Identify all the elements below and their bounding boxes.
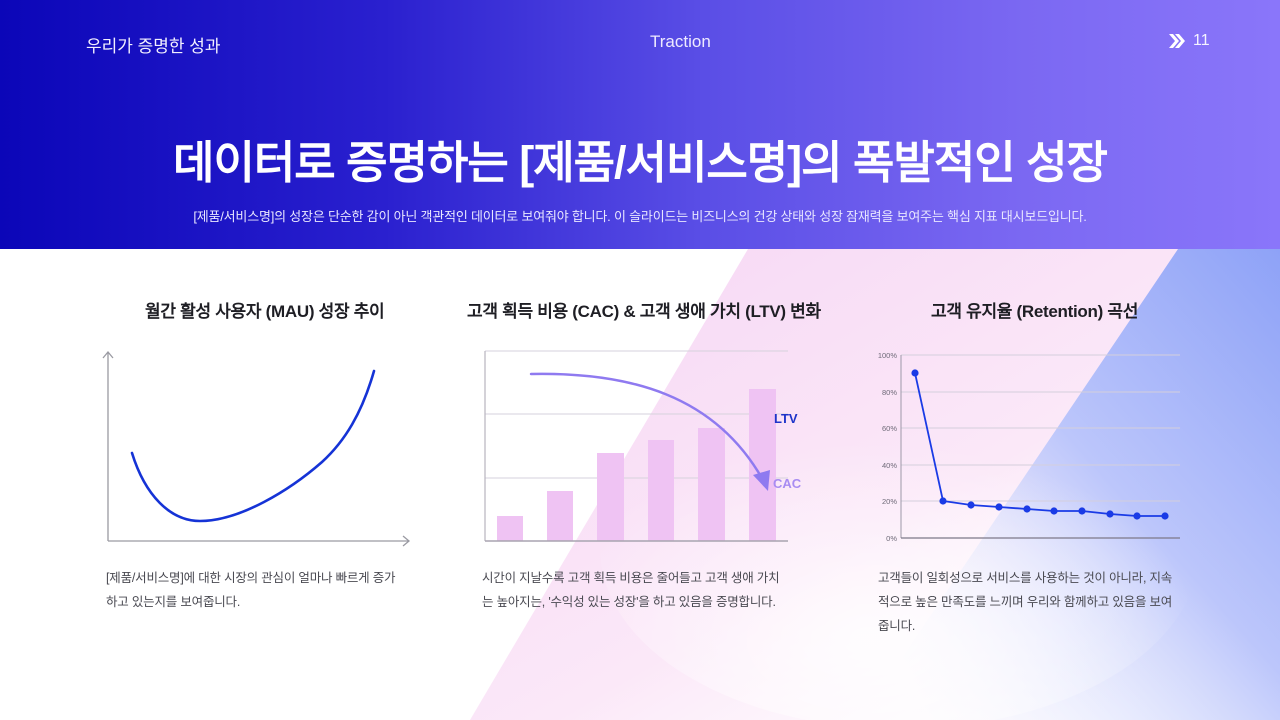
- page-subtitle: [제품/서비스명]의 성장은 단순한 감이 아닌 객관적인 데이터로 보여줘야 …: [193, 209, 1087, 224]
- page-title: 데이터로 증명하는 [제품/서비스명]의 폭발적인 성장: [173, 137, 1108, 188]
- panel-description: 시간이 지날수록 고객 획득 비용은 줄어들고 고객 생애 가치 는 높아지는,…: [482, 571, 780, 609]
- page-number: 11: [1193, 32, 1210, 49]
- double-chevron-right-icon: [1168, 33, 1186, 49]
- panel-title: 월간 활성 사용자 (MAU) 성장 추이: [145, 302, 385, 321]
- page-indicator: 11: [1168, 32, 1210, 50]
- section-label: 우리가 증명한 성과: [86, 37, 221, 56]
- panel-title: 고객 획득 비용 (CAC) & 고객 생애 가치 (LTV) 변화: [467, 302, 821, 321]
- panel-description: [제품/서비스명]에 대한 시장의 관심이 얼마나 빠르게 증가 하고 있는지를…: [106, 571, 396, 609]
- header-banner: 우리가 증명한 성과 Traction 11 데이터로 증명하는 [제품/서비스…: [0, 0, 1280, 249]
- panel-title: 고객 유지율 (Retention) 곡선: [931, 302, 1139, 321]
- panel-description: 고객들이 일회성으로 서비스를 사용하는 것이 아니라, 지속 적으로 높은 만…: [878, 571, 1173, 633]
- center-label: Traction: [650, 32, 711, 51]
